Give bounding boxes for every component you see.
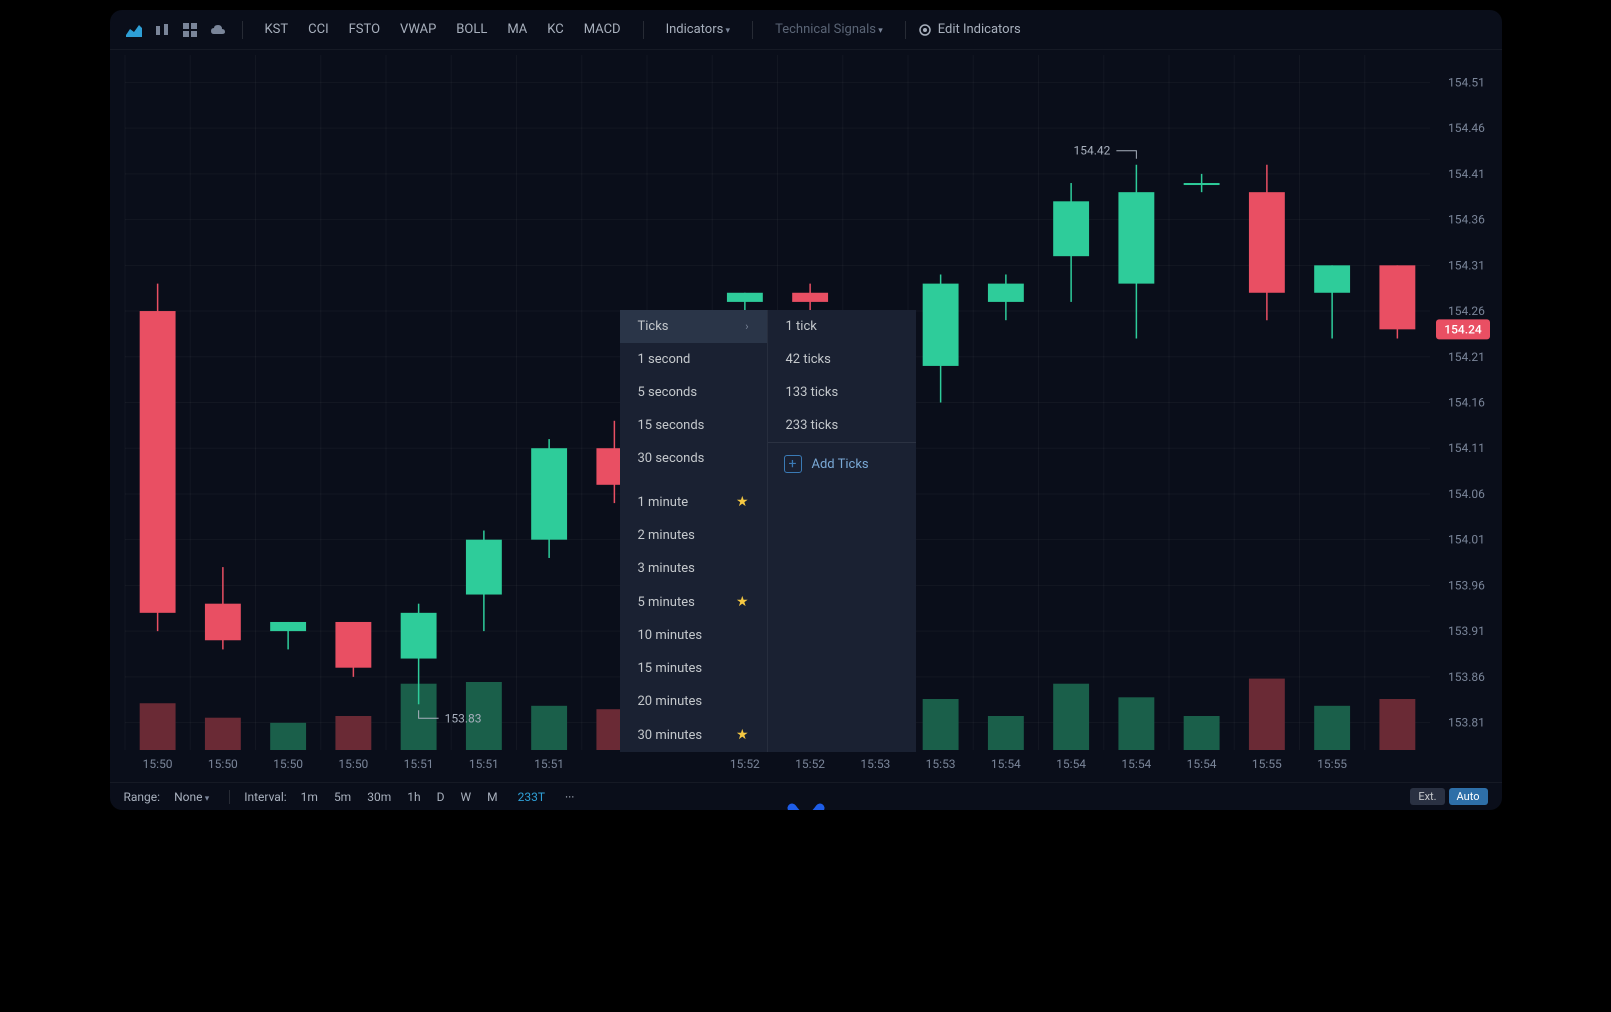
svg-text:154.16: 154.16 [1448, 396, 1485, 410]
svg-text:15:50: 15:50 [142, 757, 172, 771]
top-toolbar: KSTCCIFSTOVWAPBOLLMAKCMACD Indicators Te… [110, 10, 1502, 50]
logo-icon [782, 790, 830, 810]
menu-item-1-minute[interactable]: 1 minute★ [620, 485, 767, 519]
svg-text:15:50: 15:50 [273, 757, 303, 771]
add-ticks-button[interactable]: +Add Ticks [768, 442, 916, 485]
range-dropdown[interactable]: None [168, 788, 215, 806]
menu-item-1-second[interactable]: 1 second [620, 343, 767, 376]
menu-item-20-minutes[interactable]: 20 minutes [620, 685, 767, 718]
interval-5m[interactable]: 5m [328, 788, 357, 806]
menu-item-5-seconds[interactable]: 5 seconds [620, 376, 767, 409]
svg-text:15:53: 15:53 [860, 757, 890, 771]
cloud-icon[interactable] [206, 18, 230, 42]
menu-item-15-minutes[interactable]: 15 minutes [620, 652, 767, 685]
indicators-dropdown[interactable]: Indicators [656, 18, 741, 41]
indicator-boll[interactable]: BOLL [446, 18, 497, 41]
indicator-kst[interactable]: KST [255, 18, 299, 41]
auto-toggle[interactable]: Auto [1449, 788, 1488, 805]
svg-text:15:51: 15:51 [468, 757, 498, 771]
svg-text:154.21: 154.21 [1448, 350, 1485, 364]
edit-indicators-label: Edit Indicators [938, 22, 1021, 37]
indicator-fsto[interactable]: FSTO [339, 18, 390, 41]
indicator-macd[interactable]: MACD [574, 18, 631, 41]
chart-type-candle-icon[interactable] [150, 18, 174, 42]
chart-type-grid-icon[interactable] [178, 18, 202, 42]
svg-text:15:54: 15:54 [1186, 757, 1216, 771]
technical-signals-dropdown[interactable]: Technical Signals [765, 18, 893, 41]
interval-30m[interactable]: 30m [361, 788, 397, 806]
svg-text:153.91: 153.91 [1448, 624, 1485, 638]
svg-text:154.51: 154.51 [1448, 75, 1485, 89]
range-label: Range: [124, 790, 161, 804]
interval-label: Interval: [244, 790, 286, 804]
interval-W[interactable]: W [454, 788, 477, 806]
interval-1h[interactable]: 1h [401, 788, 426, 806]
svg-text:154.46: 154.46 [1448, 121, 1485, 135]
svg-text:153.81: 153.81 [1448, 716, 1485, 730]
interval-menu: Ticks›1 second5 seconds15 seconds30 seco… [620, 310, 916, 752]
menu-item-ticks[interactable]: Ticks› [620, 310, 767, 343]
svg-text:15:54: 15:54 [990, 757, 1020, 771]
interval-menu-main: Ticks›1 second5 seconds15 seconds30 seco… [620, 310, 768, 752]
svg-text:154.42: 154.42 [1073, 144, 1110, 158]
menu-item-15-seconds[interactable]: 15 seconds [620, 409, 767, 442]
menu-item-30-seconds[interactable]: 30 seconds [620, 442, 767, 475]
svg-text:154.41: 154.41 [1448, 167, 1485, 181]
interval-active[interactable]: 233T [512, 788, 551, 806]
menu-item-2-minutes[interactable]: 2 minutes [620, 519, 767, 552]
menu-item-233-ticks[interactable]: 233 ticks [768, 409, 916, 442]
svg-text:15:50: 15:50 [338, 757, 368, 771]
svg-text:154.31: 154.31 [1448, 258, 1485, 272]
menu-item-10-minutes[interactable]: 10 minutes [620, 619, 767, 652]
menu-item-5-minutes[interactable]: 5 minutes★ [620, 585, 767, 619]
svg-text:15:54: 15:54 [1056, 757, 1086, 771]
interval-D[interactable]: D [431, 788, 451, 806]
svg-text:15:50: 15:50 [207, 757, 237, 771]
svg-text:154.36: 154.36 [1448, 213, 1485, 227]
chart-type-area-icon[interactable] [122, 18, 146, 42]
svg-text:15:51: 15:51 [534, 757, 564, 771]
menu-item-3-minutes[interactable]: 3 minutes [620, 552, 767, 585]
svg-text:153.83: 153.83 [444, 711, 481, 725]
interval-menu-sub: 1 tick42 ticks133 ticks233 ticks+Add Tic… [768, 310, 916, 752]
ext-toggle[interactable]: Ext. [1410, 788, 1444, 805]
menu-item-133-ticks[interactable]: 133 ticks [768, 376, 916, 409]
interval-M[interactable]: M [481, 788, 503, 806]
menu-item-1-tick[interactable]: 1 tick [768, 310, 916, 343]
svg-text:154.01: 154.01 [1448, 533, 1485, 547]
edit-indicators-button[interactable]: Edit Indicators [918, 22, 1021, 37]
svg-text:154.26: 154.26 [1448, 304, 1485, 318]
chart-app: KSTCCIFSTOVWAPBOLLMAKCMACD Indicators Te… [110, 10, 1502, 810]
indicator-cci[interactable]: CCI [298, 18, 338, 41]
indicator-vwap[interactable]: VWAP [390, 18, 446, 41]
svg-text:15:54: 15:54 [1121, 757, 1151, 771]
indicator-ma[interactable]: MA [497, 18, 537, 41]
menu-item-42-ticks[interactable]: 42 ticks [768, 343, 916, 376]
svg-text:153.86: 153.86 [1448, 670, 1485, 684]
interval-more-icon[interactable]: ··· [559, 788, 580, 806]
svg-text:15:51: 15:51 [403, 757, 433, 771]
indicator-kc[interactable]: KC [537, 18, 573, 41]
svg-text:15:52: 15:52 [795, 757, 825, 771]
svg-text:15:55: 15:55 [1317, 757, 1347, 771]
menu-item-30-minutes[interactable]: 30 minutes★ [620, 718, 767, 752]
svg-text:154.24: 154.24 [1444, 322, 1482, 336]
svg-text:15:52: 15:52 [729, 757, 759, 771]
interval-1m[interactable]: 1m [295, 788, 324, 806]
svg-text:153.96: 153.96 [1448, 578, 1485, 592]
svg-text:15:55: 15:55 [1251, 757, 1281, 771]
svg-text:15:53: 15:53 [925, 757, 955, 771]
svg-text:154.11: 154.11 [1448, 441, 1485, 455]
svg-text:154.06: 154.06 [1448, 487, 1485, 501]
